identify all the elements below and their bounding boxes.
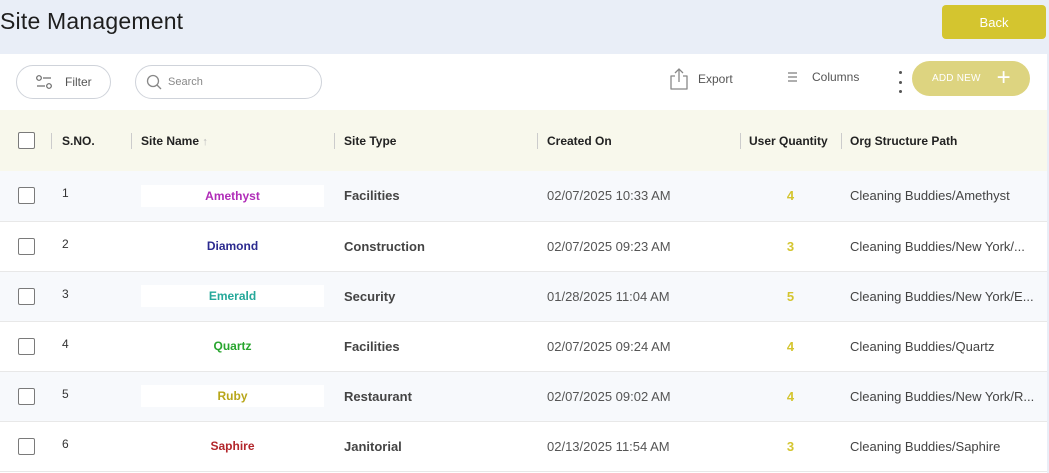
row-sno: 2 bbox=[62, 236, 69, 251]
export-button[interactable]: Export bbox=[668, 67, 733, 91]
row-select-cell bbox=[0, 371, 51, 421]
table-header-row: S.NO. Site Name ↑ Site Type Created On U… bbox=[0, 110, 1047, 171]
row-select-cell bbox=[0, 171, 51, 221]
row-select-cell bbox=[0, 321, 51, 371]
row-created-on: 02/13/2025 11:54 AM bbox=[547, 438, 670, 454]
row-checkbox[interactable] bbox=[18, 387, 35, 405]
sites-table: S.NO. Site Name ↑ Site Type Created On U… bbox=[0, 110, 1047, 472]
plus-icon: + bbox=[996, 63, 1011, 91]
back-button[interactable]: Back bbox=[942, 5, 1046, 39]
site-name-link[interactable]: Diamond bbox=[141, 235, 324, 257]
row-sno: 6 bbox=[62, 436, 69, 451]
filter-label: Filter bbox=[65, 75, 92, 89]
row-org-path: Cleaning Buddies/New York/R... bbox=[850, 388, 1035, 404]
select-all-cell bbox=[0, 110, 51, 171]
select-all-checkbox[interactable] bbox=[18, 132, 35, 149]
header-site-type[interactable]: Site Type bbox=[334, 110, 537, 171]
site-name-link[interactable]: Ruby bbox=[141, 385, 324, 407]
add-new-label: ADD NEW bbox=[932, 73, 981, 84]
row-user-quantity[interactable]: 4 bbox=[786, 338, 795, 354]
search-icon bbox=[146, 74, 162, 90]
row-user-quantity[interactable]: 5 bbox=[786, 288, 795, 304]
export-label: Export bbox=[698, 72, 733, 86]
row-checkbox[interactable] bbox=[18, 187, 35, 205]
row-sno: 3 bbox=[62, 286, 69, 301]
row-org-path: Cleaning Buddies/Amethyst bbox=[850, 188, 1010, 204]
page-title: Site Management bbox=[0, 8, 184, 34]
header-created-on[interactable]: Created On bbox=[537, 110, 740, 171]
sort-arrow-icon: ↑ bbox=[202, 135, 208, 148]
row-user-quantity[interactable]: 3 bbox=[786, 238, 795, 254]
search-box[interactable] bbox=[135, 65, 322, 99]
row-checkbox[interactable] bbox=[18, 237, 35, 255]
add-new-button[interactable]: ADD NEW + bbox=[912, 61, 1030, 96]
row-org-path: Cleaning Buddies/Quartz bbox=[850, 338, 995, 354]
row-checkbox[interactable] bbox=[18, 337, 35, 355]
row-checkbox[interactable] bbox=[18, 287, 35, 305]
site-name-link[interactable]: Saphire bbox=[141, 435, 324, 457]
header-user-quantity[interactable]: User Quantity bbox=[740, 110, 841, 171]
row-site-type: Janitorial bbox=[344, 438, 402, 454]
row-site-name-cell: Emerald bbox=[131, 271, 334, 321]
row-checkbox[interactable] bbox=[18, 437, 35, 455]
export-icon bbox=[670, 68, 688, 90]
table-row[interactable]: 4 Quartz Facilities 02/07/2025 09:24 AM 4 Cle… bbox=[0, 321, 1047, 371]
row-site-name-cell: Quartz bbox=[131, 321, 334, 371]
row-site-type: Security bbox=[344, 288, 396, 304]
row-site-type: Restaurant bbox=[344, 388, 412, 404]
search-input[interactable] bbox=[168, 76, 308, 88]
toolbar: Filter Export Columns bbox=[0, 54, 1047, 110]
row-sno: 4 bbox=[62, 336, 69, 351]
table-row[interactable]: 6 Saphire Janitorial 02/13/2025 11:54 AM 3 Cl… bbox=[0, 421, 1047, 471]
row-sno: 1 bbox=[62, 186, 69, 200]
columns-icon bbox=[788, 72, 797, 82]
header-sno[interactable]: S.NO. bbox=[51, 110, 131, 171]
row-user-quantity[interactable]: 3 bbox=[786, 438, 795, 454]
row-select-cell bbox=[0, 221, 51, 271]
row-created-on: 01/28/2025 11:04 AM bbox=[547, 288, 670, 304]
header-org-path[interactable]: Org Structure Path bbox=[841, 110, 1047, 171]
row-select-cell bbox=[0, 421, 51, 471]
filter-icon bbox=[36, 75, 52, 89]
row-site-type: Construction bbox=[344, 238, 425, 254]
row-created-on: 02/07/2025 09:24 AM bbox=[547, 338, 671, 354]
table-row[interactable]: 3 Emerald Security 01/28/2025 11:04 AM 5 Clea… bbox=[0, 271, 1047, 321]
table-row[interactable]: 1 Amethyst Facilities 02/07/2025 10:33 AM 4 C… bbox=[0, 171, 1047, 221]
table-row[interactable]: 5 Ruby Restaurant 02/07/2025 09:02 AM 4 Clean… bbox=[0, 371, 1047, 421]
row-created-on: 02/07/2025 09:02 AM bbox=[547, 388, 671, 404]
row-org-path: Cleaning Buddies/Saphire bbox=[850, 438, 1001, 454]
row-sno: 5 bbox=[62, 386, 69, 401]
site-list-panel: Filter Export Columns bbox=[0, 54, 1047, 473]
site-name-link[interactable]: Quartz bbox=[141, 335, 324, 357]
row-site-name-cell: Amethyst bbox=[131, 171, 334, 221]
table-row[interactable]: 2 Diamond Construction 02/07/2025 09:23 AM 3… bbox=[0, 221, 1047, 271]
row-select-cell bbox=[0, 271, 51, 321]
row-org-path: Cleaning Buddies/New York/E... bbox=[850, 288, 1034, 304]
row-site-name-cell: Diamond bbox=[131, 221, 334, 271]
columns-label: Columns bbox=[812, 70, 860, 84]
row-site-type: Facilities bbox=[344, 188, 400, 204]
site-name-link[interactable]: Emerald bbox=[141, 285, 324, 307]
filter-button[interactable]: Filter bbox=[16, 65, 111, 99]
row-created-on: 02/07/2025 09:23 AM bbox=[547, 238, 671, 254]
header-site-name[interactable]: Site Name ↑ bbox=[131, 110, 334, 171]
row-user-quantity[interactable]: 4 bbox=[786, 388, 795, 404]
site-name-link[interactable]: Amethyst bbox=[141, 184, 324, 207]
row-org-path: Cleaning Buddies/New York/... bbox=[850, 238, 1025, 254]
row-created-on: 02/07/2025 10:33 AM bbox=[547, 188, 671, 204]
row-user-quantity[interactable]: 4 bbox=[786, 188, 795, 204]
row-site-name-cell: Ruby bbox=[131, 371, 334, 421]
more-options-icon[interactable] bbox=[895, 71, 905, 93]
row-site-type: Facilities bbox=[344, 338, 400, 354]
row-site-name-cell: Saphire bbox=[131, 421, 334, 471]
columns-button[interactable]: Columns bbox=[786, 70, 859, 84]
